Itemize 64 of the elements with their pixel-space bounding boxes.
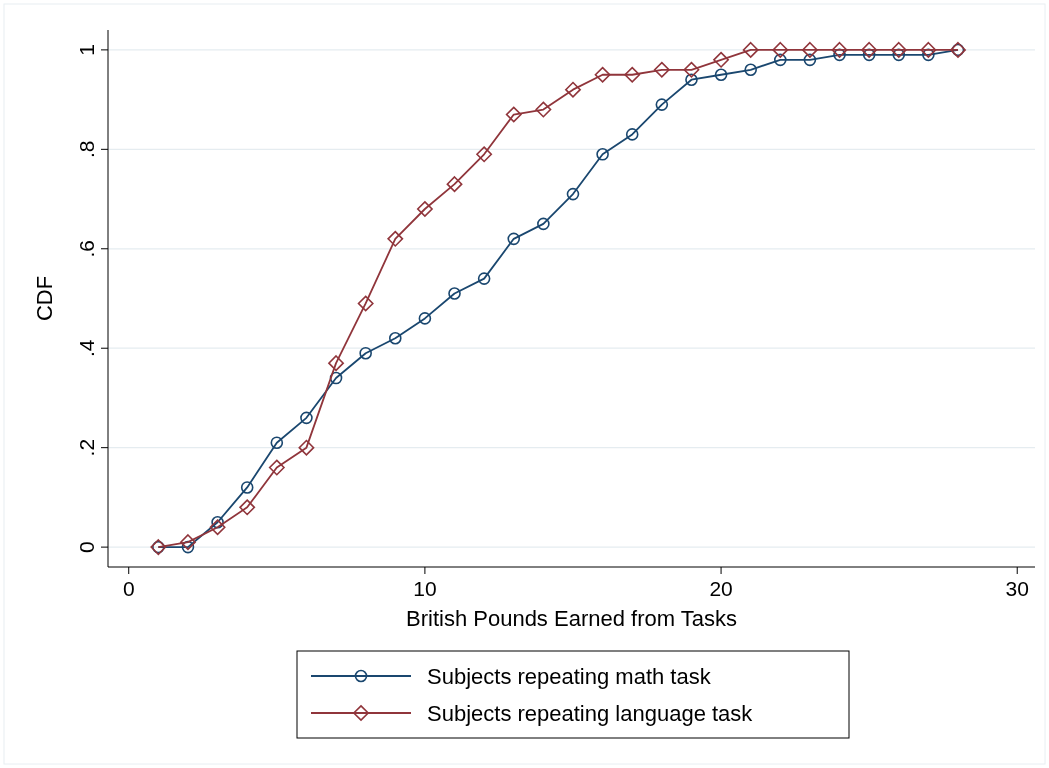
point [566, 187, 580, 201]
point [831, 41, 848, 58]
y-tick-label: 0 [75, 541, 98, 553]
y-tick-label: .8 [75, 140, 98, 159]
legend-label: Subjects repeating language task [427, 701, 754, 726]
point [685, 73, 698, 87]
point [300, 411, 313, 425]
point [446, 176, 463, 193]
point [892, 48, 906, 62]
point [535, 101, 552, 118]
point [803, 53, 817, 67]
point [742, 41, 759, 58]
point [357, 295, 374, 312]
point [507, 232, 521, 246]
point [416, 201, 433, 217]
point [181, 540, 195, 554]
x-axis-title: British Pounds Earned from Tasks [406, 606, 737, 631]
point [209, 519, 226, 536]
point [270, 436, 284, 449]
point [890, 41, 907, 58]
point [713, 51, 730, 68]
point [180, 534, 196, 551]
y-tick-label: 1 [75, 44, 98, 56]
y-axis-title: CDF [32, 275, 57, 322]
point [268, 459, 285, 476]
x-tick-label: 10 [413, 577, 437, 600]
point [594, 66, 611, 83]
point [920, 41, 937, 58]
point [801, 41, 818, 58]
point [655, 98, 669, 111]
point [537, 217, 550, 231]
point [774, 53, 787, 67]
point [298, 439, 315, 456]
y-tick-label: .2 [75, 438, 98, 457]
point [505, 106, 522, 123]
point [388, 331, 402, 345]
point [387, 230, 404, 247]
point [239, 499, 256, 516]
point [477, 272, 491, 285]
point [240, 481, 254, 494]
point [565, 81, 581, 98]
y-tick-label: .6 [75, 240, 98, 258]
x-tick-label: 0 [122, 577, 135, 600]
point [653, 61, 670, 78]
point [448, 287, 461, 300]
point [625, 128, 639, 141]
point [624, 66, 641, 83]
point [714, 68, 728, 82]
point [476, 146, 493, 163]
point [683, 61, 700, 78]
legend-label: Subjects repeating math task [427, 664, 712, 689]
point [359, 346, 372, 360]
point [772, 41, 789, 58]
point [328, 355, 344, 372]
point [329, 371, 343, 385]
point [211, 515, 224, 529]
point [596, 148, 609, 161]
x-tick-label: 20 [709, 577, 733, 600]
point [862, 48, 876, 62]
point [418, 312, 432, 325]
point [861, 41, 878, 58]
x-tick-label: 30 [1005, 577, 1029, 600]
point [744, 63, 757, 77]
y-tick-label: .4 [75, 339, 98, 357]
